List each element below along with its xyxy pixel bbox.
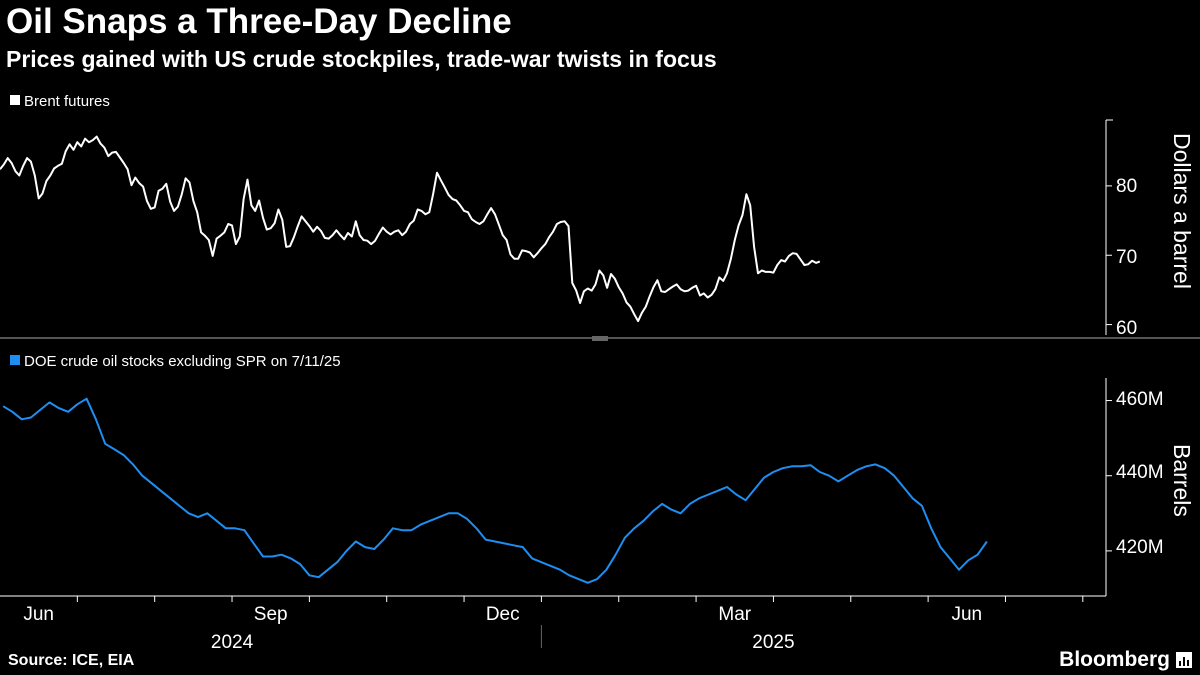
brand-name: Bloomberg xyxy=(1059,648,1170,671)
panel-resize-handle[interactable] xyxy=(592,336,608,341)
x-axis: Jun Sep Dec Mar Jun 2024 2025 xyxy=(0,595,1106,653)
stocks-ytick-440: 440M xyxy=(1116,462,1164,483)
x-month-label: Dec xyxy=(486,604,520,625)
bloomberg-terminal-icon xyxy=(1176,652,1192,668)
chart-subtitle: Prices gained with US crude stockpiles, … xyxy=(6,46,717,72)
chart-title: Oil Snaps a Three-Day Decline xyxy=(6,2,512,41)
stocks-legend-label: DOE crude oil stocks excluding SPR on 7/… xyxy=(24,353,341,370)
brent-ytick-70: 70 xyxy=(1116,247,1137,268)
stocks-ytick-460: 460M xyxy=(1116,389,1164,410)
brent-ytick-80: 80 xyxy=(1116,176,1137,197)
x-year-label: 2025 xyxy=(752,632,794,653)
brent-plot: 80 70 60 Dollars a barrel xyxy=(0,119,1195,339)
x-month-label: Jun xyxy=(23,604,54,625)
stocks-legend-swatch xyxy=(10,355,20,365)
brent-y-axis-title: Dollars a barrel xyxy=(1169,133,1195,289)
brent-legend-swatch xyxy=(10,95,20,105)
stocks-series-line xyxy=(2,397,988,584)
stocks-y-axis-title: Barrels xyxy=(1169,444,1195,517)
brent-ytick-60: 60 xyxy=(1116,318,1137,339)
brent-legend-label: Brent futures xyxy=(24,93,110,110)
x-month-label: Sep xyxy=(254,604,288,625)
stocks-plot: 460M 440M 420M Barrels xyxy=(2,378,1195,596)
x-month-label: Jun xyxy=(951,604,982,625)
brent-series-line xyxy=(0,135,821,323)
x-month-label: Mar xyxy=(718,604,751,625)
stocks-ytick-420: 420M xyxy=(1116,537,1164,558)
source-note: Source: ICE, EIA xyxy=(8,652,135,669)
bloomberg-logo: Bloomberg xyxy=(1059,648,1192,672)
x-year-label: 2024 xyxy=(211,632,254,653)
